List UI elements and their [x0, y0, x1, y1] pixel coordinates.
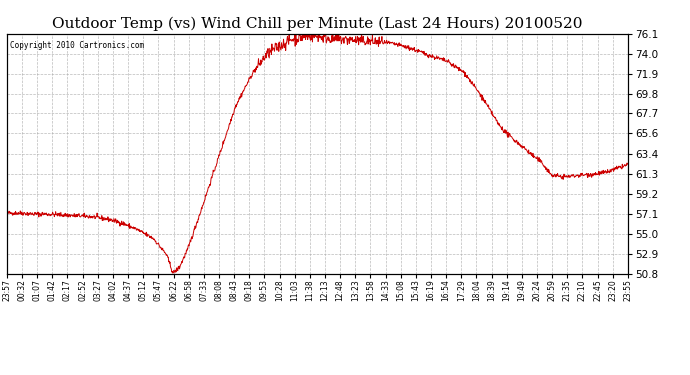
- Text: Copyright 2010 Cartronics.com: Copyright 2010 Cartronics.com: [10, 41, 144, 50]
- Title: Outdoor Temp (vs) Wind Chill per Minute (Last 24 Hours) 20100520: Outdoor Temp (vs) Wind Chill per Minute …: [52, 17, 582, 31]
